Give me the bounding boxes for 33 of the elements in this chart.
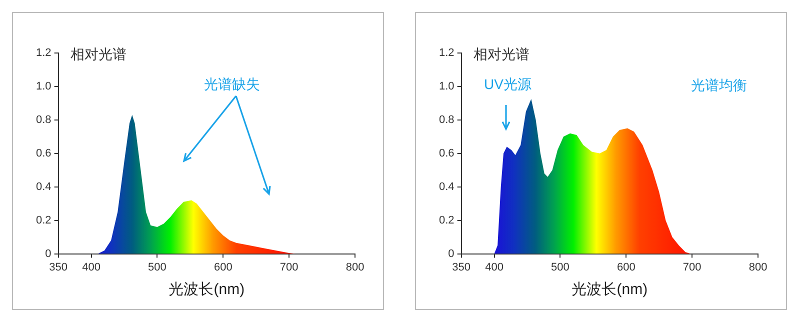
y-axis-title: 相对光谱 — [473, 46, 530, 62]
x-tick-label: 800 — [346, 261, 364, 274]
x-tick-label: 400 — [82, 261, 100, 274]
y-tick-label: 0.8 — [438, 114, 454, 126]
y-tick-label: 1.0 — [36, 80, 52, 92]
x-tick-label: 350 — [452, 261, 470, 274]
x-tick-label: 500 — [551, 261, 570, 274]
x-tick-label: 400 — [485, 261, 504, 274]
x-tick-label: 350 — [49, 261, 68, 274]
y-tick-label: 1.0 — [438, 80, 454, 92]
annotation: UV光源 — [484, 76, 532, 92]
x-tick-label: 700 — [682, 261, 702, 274]
y-tick-label: 0.4 — [36, 180, 52, 193]
annotation: 光谱均衡 — [691, 76, 747, 93]
x-tick-label: 800 — [748, 261, 768, 274]
x-tick-label: 600 — [214, 261, 232, 274]
x-tick-label: 600 — [616, 261, 636, 274]
annotation: 光谱缺失 — [204, 76, 260, 92]
x-axis-title: 光波长(nm) — [572, 281, 648, 298]
y-tick-label: 0.2 — [438, 214, 454, 226]
y-axis-title: 相对光谱 — [70, 46, 126, 62]
y-tick-label: 0.2 — [36, 214, 52, 226]
y-tick-label: 0.6 — [36, 147, 52, 160]
y-tick-label: 1.2 — [36, 47, 52, 60]
y-tick-label: 1.2 — [438, 47, 454, 60]
x-tick-label: 500 — [148, 261, 166, 274]
x-axis-title: 光波长(nm) — [168, 281, 245, 298]
y-tick-label: 0.4 — [438, 180, 454, 193]
y-tick-label: 0 — [45, 248, 52, 260]
x-tick-label: 700 — [280, 261, 298, 274]
y-tick-label: 0.6 — [438, 147, 454, 160]
y-tick-label: 0.8 — [36, 114, 52, 126]
y-tick-label: 0 — [448, 248, 454, 260]
